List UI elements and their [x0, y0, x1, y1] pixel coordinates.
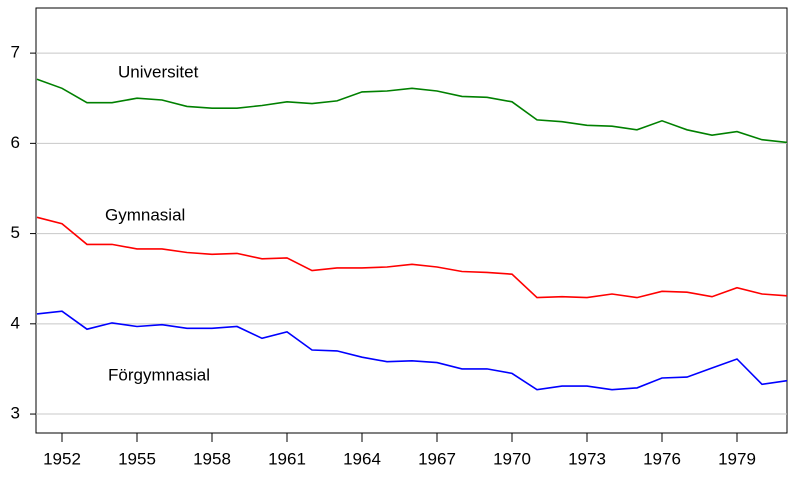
series-line: [36, 216, 788, 299]
x-tick-label: 1955: [118, 449, 156, 468]
y-tick-label: 4: [11, 313, 20, 332]
series-label: Gymnasial: [105, 205, 185, 224]
y-tick-label: 3: [11, 404, 20, 423]
x-tick-label: 1952: [43, 449, 81, 468]
series-line: [36, 310, 788, 391]
x-tick-label: 1967: [418, 449, 456, 468]
x-tick-label: 1958: [193, 449, 231, 468]
series-label: Förgymnasial: [108, 365, 210, 384]
y-tick-label: 7: [11, 43, 20, 62]
x-tick-label: 1976: [643, 449, 681, 468]
x-tick-label: 1970: [493, 449, 531, 468]
x-tick-label: 1973: [568, 449, 606, 468]
x-tick-label: 1979: [718, 449, 756, 468]
x-tick-label: 1961: [268, 449, 306, 468]
y-tick-label: 6: [11, 133, 20, 152]
plot-frame: [35, 7, 788, 434]
series-label: Universitet: [118, 62, 199, 81]
y-tick-label: 5: [11, 223, 20, 242]
x-tick-label: 1964: [343, 449, 381, 468]
series-line: [36, 78, 788, 144]
